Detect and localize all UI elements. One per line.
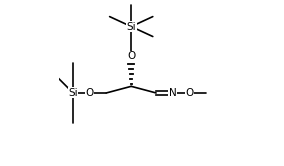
Text: O: O xyxy=(127,51,135,61)
Text: N: N xyxy=(169,88,177,98)
Text: Si: Si xyxy=(126,22,136,32)
Text: O: O xyxy=(185,88,193,98)
Text: O: O xyxy=(85,88,94,98)
Text: Si: Si xyxy=(68,88,78,98)
